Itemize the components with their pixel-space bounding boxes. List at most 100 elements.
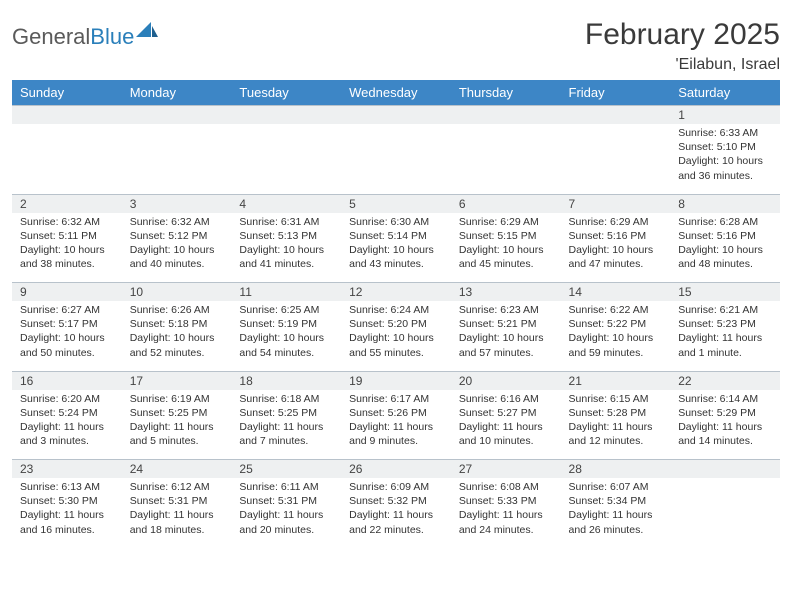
sunrise-text: Sunrise: 6:27 AM [20,303,114,317]
day-detail-cell: Sunrise: 6:13 AMSunset: 5:30 PMDaylight:… [12,478,122,548]
day-detail-cell [341,124,451,194]
weekday-header: Sunday [12,80,122,106]
day-number-cell: 6 [451,194,561,213]
day-detail-cell [231,124,341,194]
sunset-text: Sunset: 5:11 PM [20,229,114,243]
day-number-row: 16171819202122 [12,371,780,390]
sunrise-text: Sunrise: 6:30 AM [349,215,443,229]
daylight-text: Daylight: 10 hours and 43 minutes. [349,243,443,271]
sunset-text: Sunset: 5:15 PM [459,229,553,243]
day-detail-cell: Sunrise: 6:27 AMSunset: 5:17 PMDaylight:… [12,301,122,371]
month-title: February 2025 [585,18,780,52]
sunrise-text: Sunrise: 6:07 AM [569,480,663,494]
sunset-text: Sunset: 5:33 PM [459,494,553,508]
day-detail-cell: Sunrise: 6:23 AMSunset: 5:21 PMDaylight:… [451,301,561,371]
calendar-table: Sunday Monday Tuesday Wednesday Thursday… [12,80,780,548]
sunrise-text: Sunrise: 6:09 AM [349,480,443,494]
sunrise-text: Sunrise: 6:29 AM [569,215,663,229]
sunset-text: Sunset: 5:24 PM [20,406,114,420]
sunrise-text: Sunrise: 6:25 AM [239,303,333,317]
daylight-text: Daylight: 10 hours and 40 minutes. [130,243,224,271]
daylight-text: Daylight: 11 hours and 3 minutes. [20,420,114,448]
daylight-text: Daylight: 11 hours and 22 minutes. [349,508,443,536]
sunrise-text: Sunrise: 6:32 AM [130,215,224,229]
sunset-text: Sunset: 5:30 PM [20,494,114,508]
day-number-cell: 17 [122,371,232,390]
day-number-cell [122,106,232,125]
day-detail-cell: Sunrise: 6:12 AMSunset: 5:31 PMDaylight:… [122,478,232,548]
day-detail-cell: Sunrise: 6:25 AMSunset: 5:19 PMDaylight:… [231,301,341,371]
day-number-cell [341,106,451,125]
day-detail-cell: Sunrise: 6:09 AMSunset: 5:32 PMDaylight:… [341,478,451,548]
day-number-row: 2345678 [12,194,780,213]
day-number-cell [12,106,122,125]
day-number-cell: 12 [341,283,451,302]
weekday-header: Friday [561,80,671,106]
daylight-text: Daylight: 10 hours and 52 minutes. [130,331,224,359]
day-number-cell: 5 [341,194,451,213]
sunset-text: Sunset: 5:10 PM [678,140,772,154]
daylight-text: Daylight: 11 hours and 16 minutes. [20,508,114,536]
day-detail-cell: Sunrise: 6:26 AMSunset: 5:18 PMDaylight:… [122,301,232,371]
logo-text-gray: General [12,24,90,50]
day-detail-cell: Sunrise: 6:30 AMSunset: 5:14 PMDaylight:… [341,213,451,283]
sunrise-text: Sunrise: 6:13 AM [20,480,114,494]
sunset-text: Sunset: 5:27 PM [459,406,553,420]
day-number-cell: 20 [451,371,561,390]
sunrise-text: Sunrise: 6:22 AM [569,303,663,317]
day-number-cell: 11 [231,283,341,302]
daylight-text: Daylight: 11 hours and 14 minutes. [678,420,772,448]
day-detail-cell: Sunrise: 6:21 AMSunset: 5:23 PMDaylight:… [670,301,780,371]
daylight-text: Daylight: 10 hours and 36 minutes. [678,154,772,182]
day-number-cell: 10 [122,283,232,302]
day-number-cell: 7 [561,194,671,213]
weekday-header: Saturday [670,80,780,106]
calendar-page: GeneralBlue February 2025 'Eilabun, Isra… [0,0,792,548]
day-detail-cell: Sunrise: 6:07 AMSunset: 5:34 PMDaylight:… [561,478,671,548]
sunset-text: Sunset: 5:29 PM [678,406,772,420]
sunset-text: Sunset: 5:34 PM [569,494,663,508]
day-detail-cell: Sunrise: 6:19 AMSunset: 5:25 PMDaylight:… [122,390,232,460]
sunrise-text: Sunrise: 6:29 AM [459,215,553,229]
sunrise-text: Sunrise: 6:17 AM [349,392,443,406]
sunset-text: Sunset: 5:18 PM [130,317,224,331]
day-number-cell: 24 [122,460,232,479]
day-detail-cell [12,124,122,194]
sunset-text: Sunset: 5:23 PM [678,317,772,331]
sunset-text: Sunset: 5:12 PM [130,229,224,243]
logo: GeneralBlue [12,18,158,50]
sunrise-text: Sunrise: 6:11 AM [239,480,333,494]
day-number-cell: 25 [231,460,341,479]
daylight-text: Daylight: 10 hours and 47 minutes. [569,243,663,271]
day-number-cell: 2 [12,194,122,213]
day-number-cell: 1 [670,106,780,125]
sunrise-text: Sunrise: 6:20 AM [20,392,114,406]
sunrise-text: Sunrise: 6:32 AM [20,215,114,229]
day-number-cell: 16 [12,371,122,390]
day-detail-cell: Sunrise: 6:31 AMSunset: 5:13 PMDaylight:… [231,213,341,283]
sunset-text: Sunset: 5:20 PM [349,317,443,331]
sunset-text: Sunset: 5:17 PM [20,317,114,331]
daylight-text: Daylight: 11 hours and 5 minutes. [130,420,224,448]
daylight-text: Daylight: 10 hours and 55 minutes. [349,331,443,359]
sunset-text: Sunset: 5:13 PM [239,229,333,243]
sunset-text: Sunset: 5:16 PM [569,229,663,243]
sunrise-text: Sunrise: 6:16 AM [459,392,553,406]
daylight-text: Daylight: 11 hours and 26 minutes. [569,508,663,536]
sunset-text: Sunset: 5:19 PM [239,317,333,331]
day-detail-cell: Sunrise: 6:14 AMSunset: 5:29 PMDaylight:… [670,390,780,460]
daylight-text: Daylight: 10 hours and 59 minutes. [569,331,663,359]
day-number-cell [231,106,341,125]
sunset-text: Sunset: 5:22 PM [569,317,663,331]
day-number-cell [670,460,780,479]
weekday-header: Monday [122,80,232,106]
day-detail-cell: Sunrise: 6:22 AMSunset: 5:22 PMDaylight:… [561,301,671,371]
calendar-body: 1Sunrise: 6:33 AMSunset: 5:10 PMDaylight… [12,106,780,549]
weekday-header: Tuesday [231,80,341,106]
sunrise-text: Sunrise: 6:28 AM [678,215,772,229]
day-detail-cell: Sunrise: 6:17 AMSunset: 5:26 PMDaylight:… [341,390,451,460]
weekday-header-row: Sunday Monday Tuesday Wednesday Thursday… [12,80,780,106]
sunrise-text: Sunrise: 6:21 AM [678,303,772,317]
header: GeneralBlue February 2025 'Eilabun, Isra… [12,18,780,74]
day-detail-cell: Sunrise: 6:29 AMSunset: 5:15 PMDaylight:… [451,213,561,283]
